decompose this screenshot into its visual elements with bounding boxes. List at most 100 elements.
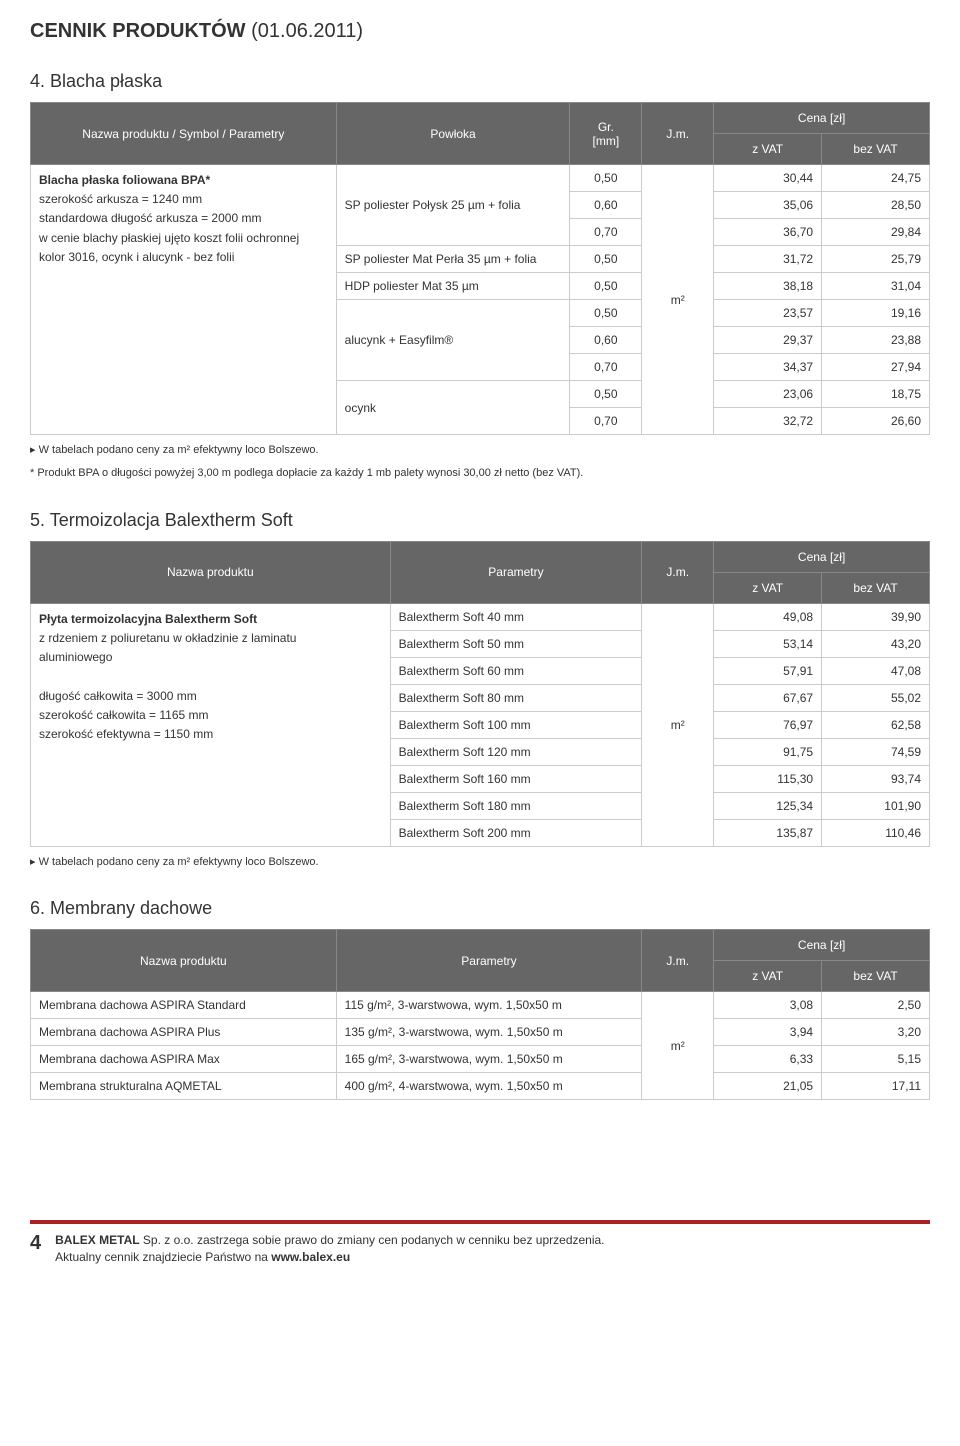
s6-zvat-cell: 3,08: [714, 992, 822, 1019]
s4-desc-cell: Blacha płaska foliowana BPA*szerokość ar…: [31, 165, 337, 435]
s5-desc-cell: Płyta termoizolacyjna Balextherm Softz r…: [31, 603, 391, 846]
section5-heading: 5. Termoizolacja Balextherm Soft: [30, 510, 930, 531]
page-footer: 4 BALEX METAL Sp. z o.o. zastrzega sobie…: [30, 1220, 930, 1266]
s5-desc-line: długość całkowita = 3000 mm: [39, 687, 382, 706]
s5-param-cell: Balextherm Soft 50 mm: [390, 630, 642, 657]
s5-th-jm: J.m.: [642, 541, 714, 603]
s4-coating-cell: HDP poliester Mat 35 µm: [336, 273, 570, 300]
s6-th-zvat: z VAT: [714, 961, 822, 992]
s4-gr-cell: 0,70: [570, 219, 642, 246]
s5-jm-cell: m²: [642, 603, 714, 846]
s5-bezvat-cell: 47,08: [822, 657, 930, 684]
page-title-main: CENNIK PRODUKTÓW: [30, 20, 246, 42]
s4-zvat-cell: 23,57: [714, 300, 822, 327]
s5-bezvat-cell: 74,59: [822, 738, 930, 765]
s4-gr-cell: 0,50: [570, 300, 642, 327]
section6-table: Nazwa produktu Parametry J.m. Cena [zł] …: [30, 929, 930, 1100]
footer-text: BALEX METAL Sp. z o.o. zastrzega sobie p…: [55, 1232, 604, 1266]
s4-th-coating: Powłoka: [336, 103, 570, 165]
s4-desc-line: Blacha płaska foliowana BPA*: [39, 171, 328, 190]
s6-bezvat-cell: 5,15: [822, 1046, 930, 1073]
s6-bezvat-cell: 3,20: [822, 1019, 930, 1046]
s4-bezvat-cell: 24,75: [822, 165, 930, 192]
s4-th-zvat: z VAT: [714, 134, 822, 165]
footer-url: www.balex.eu: [271, 1250, 350, 1264]
s5-zvat-cell: 115,30: [714, 765, 822, 792]
s6-name-cell: Membrana strukturalna AQMETAL: [31, 1073, 337, 1100]
section4-heading: 4. Blacha płaska: [30, 71, 930, 92]
s4-bezvat-cell: 23,88: [822, 327, 930, 354]
footer-line1-rest: Sp. z o.o. zastrzega sobie prawo do zmia…: [140, 1233, 605, 1247]
s5-param-cell: Balextherm Soft 160 mm: [390, 765, 642, 792]
s4-zvat-cell: 35,06: [714, 192, 822, 219]
s6-param-cell: 165 g/m², 3-warstwowa, wym. 1,50x50 m: [336, 1046, 642, 1073]
footer-line2-pre: Aktualny cennik znajdziecie Państwo na: [55, 1250, 271, 1264]
s4-zvat-cell: 38,18: [714, 273, 822, 300]
s4-th-jm: J.m.: [642, 103, 714, 165]
s5-th-zvat: z VAT: [714, 572, 822, 603]
s5-param-cell: Balextherm Soft 120 mm: [390, 738, 642, 765]
page-title: CENNIK PRODUKTÓW (01.06.2011): [30, 20, 930, 43]
s4-zvat-cell: 30,44: [714, 165, 822, 192]
footer-page-number: 4: [30, 1232, 41, 1255]
s5-th-params: Parametry: [390, 541, 642, 603]
s4-th-gr: Gr.[mm]: [570, 103, 642, 165]
s5-th-price: Cena [zł]: [714, 541, 930, 572]
s4-bezvat-cell: 18,75: [822, 381, 930, 408]
section5-footnote1: ▸ W tabelach podano ceny za m² efektywny…: [30, 855, 930, 870]
s4-coating-cell: alucynk + Easyfilm®: [336, 300, 570, 381]
s4-bezvat-cell: 27,94: [822, 354, 930, 381]
s5-desc-line: szerokość całkowita = 1165 mm: [39, 706, 382, 725]
s5-desc-line: [39, 667, 382, 686]
section5-table: Nazwa produktu Parametry J.m. Cena [zł] …: [30, 541, 930, 847]
s5-bezvat-cell: 93,74: [822, 765, 930, 792]
section6-heading: 6. Membrany dachowe: [30, 898, 930, 919]
s5-zvat-cell: 57,91: [714, 657, 822, 684]
s6-jm-cell: m²: [642, 992, 714, 1100]
s4-coating-cell: SP poliester Połysk 25 µm + folia: [336, 165, 570, 246]
s5-th-name: Nazwa produktu: [31, 541, 391, 603]
section4-footnote1: ▸ W tabelach podano ceny za m² efektywny…: [30, 443, 930, 458]
s6-param-cell: 135 g/m², 3-warstwowa, wym. 1,50x50 m: [336, 1019, 642, 1046]
s4-th-price: Cena [zł]: [714, 103, 930, 134]
s4-zvat-cell: 32,72: [714, 408, 822, 435]
s4-desc-line: szerokość arkusza = 1240 mm: [39, 190, 328, 209]
s5-zvat-cell: 125,34: [714, 792, 822, 819]
s5-param-cell: Balextherm Soft 80 mm: [390, 684, 642, 711]
s4-desc-line: kolor 3016, ocynk i alucynk - bez folii: [39, 248, 328, 267]
s6-param-cell: 115 g/m², 3-warstwowa, wym. 1,50x50 m: [336, 992, 642, 1019]
s6-name-cell: Membrana dachowa ASPIRA Max: [31, 1046, 337, 1073]
s5-zvat-cell: 76,97: [714, 711, 822, 738]
s4-coating-cell: ocynk: [336, 381, 570, 435]
s5-zvat-cell: 49,08: [714, 603, 822, 630]
s6-param-cell: 400 g/m², 4-warstwowa, wym. 1,50x50 m: [336, 1073, 642, 1100]
s4-bezvat-cell: 25,79: [822, 246, 930, 273]
s5-desc-line: Płyta termoizolacyjna Balextherm Soft: [39, 610, 382, 629]
s4-desc-line: w cenie blachy płaskiej ujęto koszt foli…: [39, 229, 328, 248]
s4-bezvat-cell: 28,50: [822, 192, 930, 219]
s5-bezvat-cell: 101,90: [822, 792, 930, 819]
s4-zvat-cell: 36,70: [714, 219, 822, 246]
s4-gr-cell: 0,60: [570, 327, 642, 354]
s6-th-name: Nazwa produktu: [31, 930, 337, 992]
s5-zvat-cell: 135,87: [714, 819, 822, 846]
s6-th-bezvat: bez VAT: [822, 961, 930, 992]
s4-th-bezvat: bez VAT: [822, 134, 930, 165]
s6-bezvat-cell: 2,50: [822, 992, 930, 1019]
s5-bezvat-cell: 43,20: [822, 630, 930, 657]
s4-gr-cell: 0,50: [570, 165, 642, 192]
s5-bezvat-cell: 110,46: [822, 819, 930, 846]
s4-bezvat-cell: 26,60: [822, 408, 930, 435]
section4-table: Nazwa produktu / Symbol / Parametry Powł…: [30, 102, 930, 435]
s4-gr-cell: 0,70: [570, 354, 642, 381]
s5-param-cell: Balextherm Soft 180 mm: [390, 792, 642, 819]
s4-gr-cell: 0,50: [570, 381, 642, 408]
s4-jm-cell: m²: [642, 165, 714, 435]
s4-bezvat-cell: 19,16: [822, 300, 930, 327]
s5-zvat-cell: 91,75: [714, 738, 822, 765]
s4-th-name: Nazwa produktu / Symbol / Parametry: [31, 103, 337, 165]
s5-param-cell: Balextherm Soft 40 mm: [390, 603, 642, 630]
section4-footnote2: * Produkt BPA o długości powyżej 3,00 m …: [30, 466, 930, 481]
s6-zvat-cell: 21,05: [714, 1073, 822, 1100]
s4-zvat-cell: 34,37: [714, 354, 822, 381]
